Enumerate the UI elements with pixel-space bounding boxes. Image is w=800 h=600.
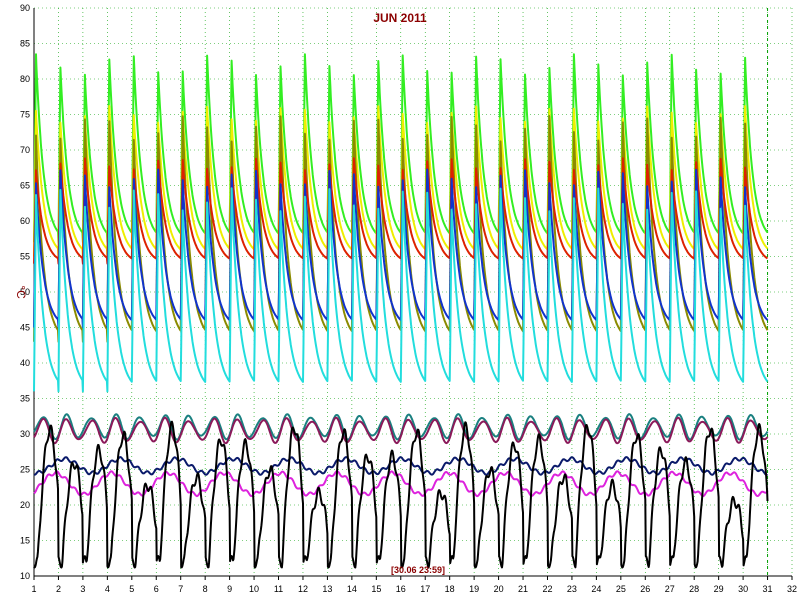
y-tick-label: 75: [20, 110, 30, 120]
y-tick-label: 25: [20, 465, 30, 475]
x-tick-label: 30: [738, 584, 748, 594]
x-tick-label: 19: [469, 584, 479, 594]
y-tick-label: 80: [20, 74, 30, 84]
x-tick-label: 14: [347, 584, 357, 594]
x-tick-label: 25: [616, 584, 626, 594]
x-tick-label: 28: [689, 584, 699, 594]
x-tick-label: 29: [714, 584, 724, 594]
x-tick-label: 1: [31, 584, 36, 594]
y-tick-label: 35: [20, 394, 30, 404]
y-tick-label: 50: [20, 287, 30, 297]
y-tick-label: 90: [20, 3, 30, 13]
x-tick-label: 13: [322, 584, 332, 594]
x-tick-label: 23: [567, 584, 577, 594]
x-tick-label: 4: [105, 584, 110, 594]
y-tick-label: 30: [20, 429, 30, 439]
x-tick-label: 27: [665, 584, 675, 594]
x-tick-label: 32: [787, 584, 797, 594]
x-tick-label: 24: [591, 584, 601, 594]
y-tick-label: 55: [20, 252, 30, 262]
x-tick-label: 21: [518, 584, 528, 594]
series-line: [33, 420, 769, 569]
x-tick-label: 5: [129, 584, 134, 594]
x-tick-label: 11: [274, 584, 283, 594]
x-tick-label: 12: [298, 584, 308, 594]
x-tick-label: 6: [154, 584, 159, 594]
y-tick-label: 20: [20, 500, 30, 510]
x-tick-label: 15: [371, 584, 381, 594]
x-tick-label: 31: [763, 584, 773, 594]
y-tick-label: 15: [20, 536, 30, 546]
y-tick-label: 10: [20, 571, 30, 581]
y-tick-label: 45: [20, 323, 30, 333]
x-tick-label: 2: [56, 584, 61, 594]
x-tick-label: 16: [396, 584, 406, 594]
series-group: [33, 53, 769, 569]
series-line: [33, 416, 769, 445]
x-tick-label: 9: [227, 584, 232, 594]
x-tick-label: 7: [178, 584, 183, 594]
x-tick-label: 10: [249, 584, 259, 594]
x-tick-label: 8: [203, 584, 208, 594]
x-tick-label: 20: [494, 584, 504, 594]
x-tick-label: 26: [640, 584, 650, 594]
y-tick-label: 70: [20, 145, 30, 155]
y-tick-label: 40: [20, 358, 30, 368]
y-tick-label: 60: [20, 216, 30, 226]
chart-title: JUN 2011: [373, 11, 427, 25]
timestamp-label: [30.06 23:59]: [391, 565, 445, 575]
x-tick-label: 18: [445, 584, 455, 594]
x-tick-label: 17: [420, 584, 430, 594]
x-tick-label: 3: [80, 584, 85, 594]
y-tick-label: 65: [20, 181, 30, 191]
x-tick-label: 22: [542, 584, 552, 594]
y-tick-label: 85: [20, 39, 30, 49]
series-line: [33, 187, 769, 393]
y-axis-label: °C: [14, 285, 28, 299]
series-line: [33, 456, 769, 476]
